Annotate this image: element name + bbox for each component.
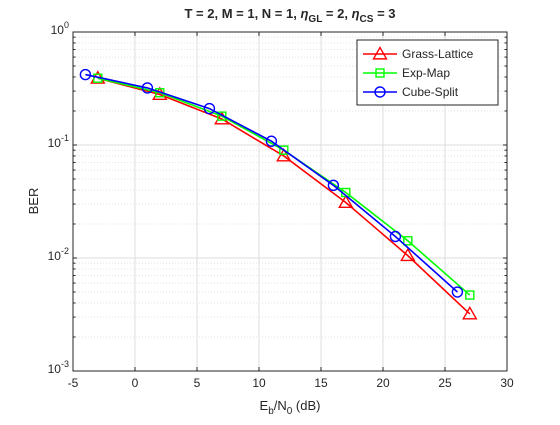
circle-marker [203,102,216,115]
circle-marker [141,82,154,94]
square-marker [375,68,385,78]
x-tick-label: 25 [438,376,452,390]
ticks-layer: -5 0 5 10 15 20 25 30 100 10-1 10-2 10-3 [48,20,514,390]
legend-entry: Exp-Map [363,66,450,80]
legend-entry: Cube-Split [363,85,459,99]
series-line [85,73,458,293]
y-axis-label: BER [26,188,41,215]
circle-marker [79,68,92,81]
y-tick-label: 10-3 [48,359,69,376]
triangle-marker [462,306,478,320]
x-tick-label: 20 [376,376,390,390]
legend-label: Grass-Lattice [402,47,474,61]
legend: Grass-Lattice Exp-Map Cube-Split [356,39,499,106]
circle-marker [327,179,340,191]
circle-marker [389,230,402,243]
triangle-marker [276,148,292,162]
series-line [97,77,471,315]
y-tick-label: 100 [51,20,69,37]
y-tick-label: 10-2 [48,246,69,263]
triangle-marker [400,247,416,262]
x-tick-label: 15 [314,376,328,390]
circle-marker [265,135,278,147]
x-axis-label: Eb/N0 (dB) [260,398,321,417]
triangle-marker [372,46,388,60]
triangle-marker [338,194,354,209]
square-marker [465,290,475,300]
x-tick-label: 0 [132,376,139,390]
x-tick-label: 10 [252,376,266,390]
legend-label: Exp-Map [402,66,450,80]
x-tick-label: 5 [194,376,201,390]
square-marker [279,145,289,155]
series-cube-split [79,68,464,298]
circle-marker [451,286,464,298]
y-tick-label: 10-1 [48,133,69,150]
x-tick-label: -5 [68,376,79,390]
minor-grid [73,36,507,338]
plot-frame [72,31,508,372]
square-marker [403,236,413,246]
x-tick-label: 30 [500,376,514,390]
chart-title: T = 2, M = 1, N = 1, ηGL = 2, ηCS = 3 [185,6,396,25]
square-marker [217,111,227,121]
circle-marker [374,86,386,98]
series-layer [79,68,478,320]
legend-label: Cube-Split [402,85,459,99]
legend-entry: Grass-Lattice [363,46,474,61]
